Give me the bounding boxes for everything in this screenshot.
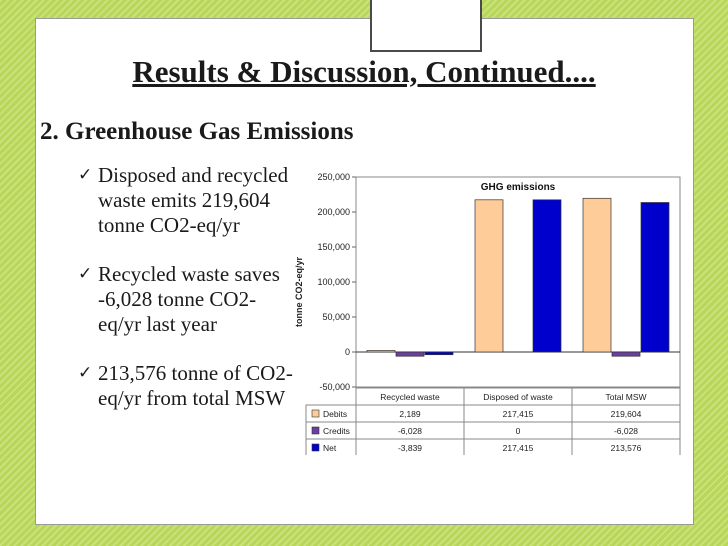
chart-title: GHG emissions xyxy=(481,182,556,193)
category-label: Recycled waste xyxy=(380,392,440,402)
y-tick-label: 0 xyxy=(345,347,350,357)
bullet-text: Recycled waste saves -6,028 tonne CO2-eq… xyxy=(98,262,280,336)
y-tick-label: 150,000 xyxy=(317,242,350,252)
legend-swatch xyxy=(311,409,320,418)
table-cell xyxy=(571,438,681,455)
decorative-tab xyxy=(370,0,482,52)
data-value: -6,028 xyxy=(398,426,422,436)
data-value: 2,189 xyxy=(399,409,421,419)
data-value: 217,415 xyxy=(503,443,534,453)
bullet-item: ✓ Recycled waste saves -6,028 tonne CO2-… xyxy=(78,262,293,337)
ghg-emissions-chart: 250,000 200,000 150,000 100,000 50,000 0 -50,0… xyxy=(294,172,681,455)
y-tick-label: 100,000 xyxy=(317,277,350,287)
data-value: -6,028 xyxy=(614,426,638,436)
data-value: 217,415 xyxy=(503,409,534,419)
bar-credits xyxy=(611,351,641,357)
bar-debits xyxy=(474,199,504,353)
bullet-item: ✓ 213,576 tonne of CO2-eq/yr from total … xyxy=(78,361,293,411)
checkmark-icon: ✓ xyxy=(78,363,93,383)
bullet-list: ✓ Disposed and recycled waste emits 219,… xyxy=(78,163,293,435)
category-label: Total MSW xyxy=(605,392,646,402)
legend-swatch xyxy=(311,426,320,435)
legend-label: Debits xyxy=(323,409,347,419)
legend-swatch xyxy=(311,443,320,452)
bar-credits xyxy=(395,351,425,357)
checkmark-icon: ✓ xyxy=(78,264,93,284)
y-tick-label: -50,000 xyxy=(319,382,350,392)
legend-label: Net xyxy=(323,443,337,453)
data-value: 219,604 xyxy=(611,409,642,419)
bullet-text: Disposed and recycled waste emits 219,60… xyxy=(98,163,289,237)
checkmark-icon: ✓ xyxy=(78,165,93,185)
bar-debits xyxy=(582,197,612,353)
data-value: -3,839 xyxy=(398,443,422,453)
section-heading: 2. Greenhouse Gas Emissions xyxy=(40,118,354,145)
y-axis-label: tonne CO2-eq/yr xyxy=(294,257,304,328)
bar-net xyxy=(532,199,562,353)
legend-label: Credits xyxy=(323,426,350,436)
bullet-item: ✓ Disposed and recycled waste emits 219,… xyxy=(78,163,293,238)
data-value: 0 xyxy=(516,426,521,436)
category-label: Disposed of waste xyxy=(483,392,553,402)
bar-debits xyxy=(366,350,396,353)
y-tick-label: 250,000 xyxy=(317,172,350,182)
bar-net xyxy=(424,351,454,356)
bar-net xyxy=(640,202,670,353)
slide-title: Results & Discussion, Continued.... xyxy=(132,54,596,89)
bullet-text: 213,576 tonne of CO2-eq/yr from total MS… xyxy=(98,361,293,410)
data-value: 213,576 xyxy=(611,443,642,453)
y-tick-label: 50,000 xyxy=(322,312,350,322)
y-tick-label: 200,000 xyxy=(317,207,350,217)
